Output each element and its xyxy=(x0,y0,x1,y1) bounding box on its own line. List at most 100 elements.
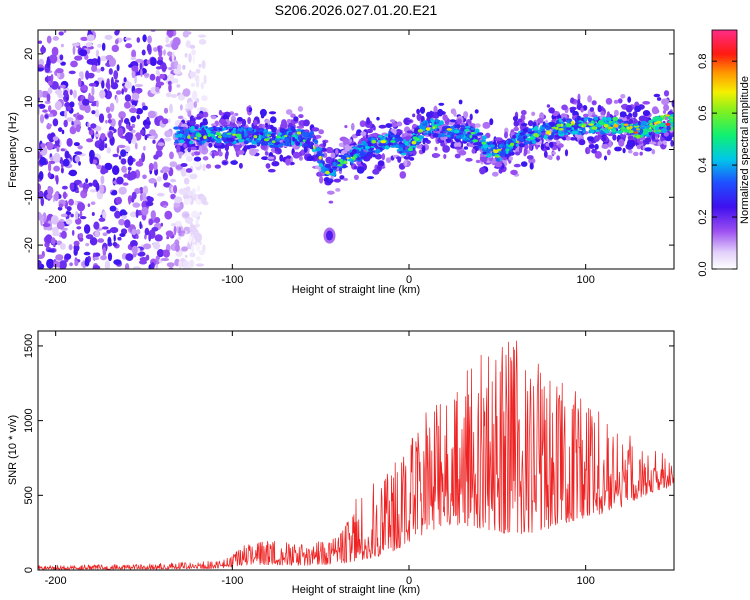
noise-speckle xyxy=(60,213,68,218)
ridge-halo xyxy=(600,110,605,116)
noise-speckle xyxy=(127,166,132,171)
noise-speckle xyxy=(132,266,141,269)
noise-speckle xyxy=(111,190,118,196)
ridge-halo xyxy=(265,163,271,169)
noise-speckle xyxy=(58,203,64,208)
ridge-hotspot xyxy=(390,140,396,143)
ridge-halo xyxy=(372,168,380,175)
ridge-halo xyxy=(289,161,295,166)
noise-speckle xyxy=(115,196,123,205)
noise-speckle xyxy=(74,260,79,267)
noise-speckle xyxy=(51,46,59,57)
ridge-core xyxy=(600,130,604,135)
ridge-halo xyxy=(518,145,523,154)
ridge-hotspot xyxy=(351,156,355,159)
ridge-halo xyxy=(564,149,569,157)
noise-speckle xyxy=(146,195,152,201)
noise-speckle xyxy=(124,132,133,142)
ridge-core xyxy=(429,125,432,128)
ridge-core xyxy=(618,125,622,129)
ridge-core xyxy=(515,143,519,147)
ridge-core xyxy=(660,115,664,118)
ridge-hotspot xyxy=(203,135,207,140)
colorbar-gradient xyxy=(711,29,738,270)
ridge-hotspot xyxy=(558,128,564,131)
ridge-core xyxy=(482,135,487,141)
ridge-halo xyxy=(236,117,243,122)
ridge-core xyxy=(620,122,625,127)
ridge-halo xyxy=(342,177,349,181)
noise-speckle xyxy=(169,151,174,160)
noise-speckle xyxy=(63,30,67,33)
noise-speckle xyxy=(109,205,117,212)
ridge-halo xyxy=(661,98,670,106)
ridge-hotspot xyxy=(302,139,306,143)
noise-speckle xyxy=(40,197,45,207)
ridge-halo xyxy=(486,160,491,164)
ridge-core xyxy=(504,153,509,158)
ridge-core xyxy=(652,116,656,122)
noise-speckle xyxy=(189,252,196,258)
ridge-core xyxy=(174,141,180,144)
noise-speckle xyxy=(60,148,65,152)
noise-speckle xyxy=(140,68,143,78)
snr-ylabel: SNR (10 * v/v) xyxy=(7,415,19,485)
noise-speckle xyxy=(77,145,83,150)
ridge-halo xyxy=(359,120,366,128)
noise-speckle xyxy=(42,212,47,223)
ridge-hotspot xyxy=(469,134,473,139)
ridge-hotspot xyxy=(187,135,191,139)
noise-speckle xyxy=(184,254,188,258)
ridge-core xyxy=(527,131,534,134)
ridge-core xyxy=(331,171,336,177)
ridge-halo xyxy=(587,136,595,142)
ridge-core xyxy=(302,132,309,137)
ridge-core xyxy=(655,115,660,120)
noise-speckle xyxy=(116,146,120,154)
ridge-core xyxy=(526,133,530,138)
noise-speckle xyxy=(188,53,192,63)
noise-speckle xyxy=(203,74,207,85)
noise-speckle xyxy=(164,130,173,138)
noise-speckle xyxy=(169,161,178,167)
ridge-halo xyxy=(366,128,374,134)
noise-speckle xyxy=(195,256,201,262)
noise-speckle xyxy=(59,260,67,269)
ridge-halo xyxy=(528,144,533,151)
ridge-halo xyxy=(202,156,209,161)
ridge-halo xyxy=(627,96,632,103)
noise-speckle xyxy=(99,184,104,195)
ridge-halo xyxy=(214,164,221,169)
noise-speckle xyxy=(38,183,42,192)
x-tick-label: 100 xyxy=(576,274,594,286)
noise-speckle xyxy=(170,94,178,98)
noise-speckle xyxy=(139,193,143,202)
noise-speckle xyxy=(46,141,54,151)
ridge-halo xyxy=(218,151,223,157)
ridge-core xyxy=(377,135,383,138)
noise-speckle xyxy=(73,142,80,147)
ridge-halo xyxy=(213,151,219,156)
ridge-halo xyxy=(281,121,288,129)
noise-speckle xyxy=(47,186,54,196)
noise-speckle xyxy=(165,230,174,237)
noise-speckle xyxy=(135,58,143,63)
ridge-core xyxy=(297,136,302,140)
ridge-hotspot xyxy=(578,124,582,127)
noise-speckle xyxy=(185,155,193,162)
ridge-halo xyxy=(526,155,534,160)
noise-speckle xyxy=(53,152,61,163)
ridge-halo xyxy=(187,110,192,118)
colorbar: 0.0 0.2 0.4 0.6 0.8 Normalized spectral ampl… xyxy=(697,29,750,277)
noise-speckle xyxy=(116,64,120,72)
ridge-core xyxy=(324,163,331,168)
noise-speckle xyxy=(192,90,198,101)
noise-speckle xyxy=(109,227,119,234)
noise-speckle xyxy=(118,111,126,119)
ridge-halo xyxy=(416,113,422,122)
ridge-core xyxy=(584,125,591,128)
ridge-hotspot xyxy=(275,135,281,139)
ridge-halo xyxy=(374,153,383,160)
ridge-halo xyxy=(463,111,469,119)
